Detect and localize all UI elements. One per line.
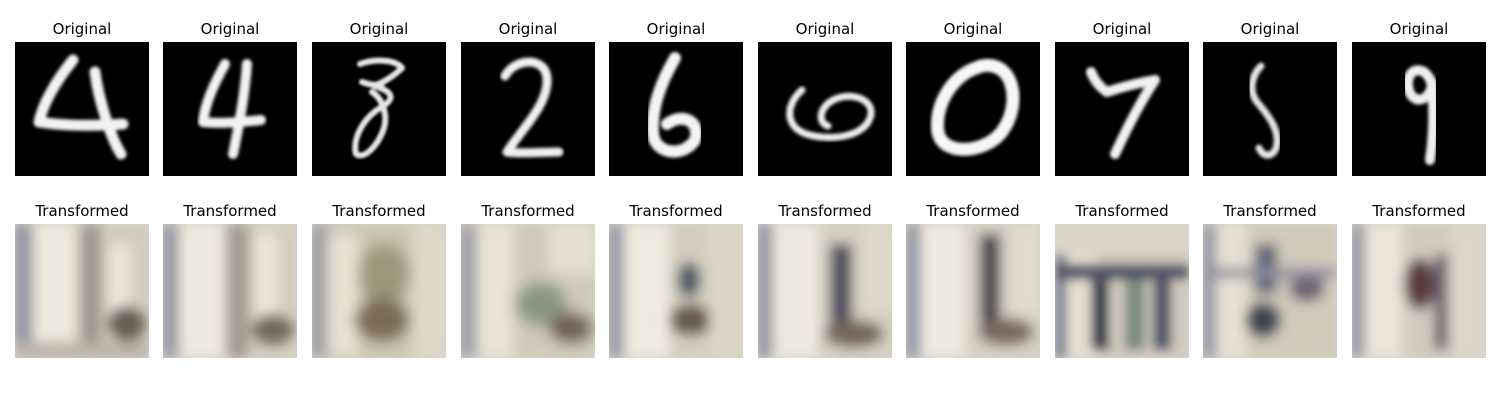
transformed-title: Transformed: [332, 202, 426, 220]
original-digit-image: [312, 42, 446, 176]
transformed-title: Transformed: [629, 202, 723, 220]
transformed-image: [758, 224, 892, 358]
transformed-image: [461, 224, 595, 358]
transformed-title: Transformed: [926, 202, 1020, 220]
transformed-title: Transformed: [1223, 202, 1317, 220]
transformed-title: Transformed: [183, 202, 277, 220]
original-digit-image: [15, 42, 149, 176]
original-title: Original: [349, 20, 409, 38]
original-title: Original: [498, 20, 558, 38]
transformed-title: Transformed: [1372, 202, 1466, 220]
transformed-image: [1203, 224, 1337, 358]
original-digit-image: [758, 42, 892, 176]
transformed-title: Transformed: [778, 202, 872, 220]
original-title: Original: [1092, 20, 1152, 38]
transformed-image: [1055, 224, 1189, 358]
original-digit-image: [1352, 42, 1486, 176]
transformed-image: [906, 224, 1040, 358]
transformed-title: Transformed: [1075, 202, 1169, 220]
transformed-image: [163, 224, 297, 358]
transformed-image: [312, 224, 446, 358]
original-digit-image: [461, 42, 595, 176]
transformed-title: Transformed: [35, 202, 129, 220]
original-title: Original: [1240, 20, 1300, 38]
original-title: Original: [200, 20, 260, 38]
original-digit-image: [163, 42, 297, 176]
original-title: Original: [52, 20, 112, 38]
transformed-image: [1352, 224, 1486, 358]
transformed-title: Transformed: [481, 202, 575, 220]
original-title: Original: [646, 20, 706, 38]
original-digit-image: [1055, 42, 1189, 176]
transformed-image: [15, 224, 149, 358]
original-title: Original: [943, 20, 1003, 38]
original-title: Original: [795, 20, 855, 38]
original-title: Original: [1389, 20, 1449, 38]
transformed-image: [609, 224, 743, 358]
original-digit-image: [906, 42, 1040, 176]
original-digit-image: [609, 42, 743, 176]
original-digit-image: [1203, 42, 1337, 176]
